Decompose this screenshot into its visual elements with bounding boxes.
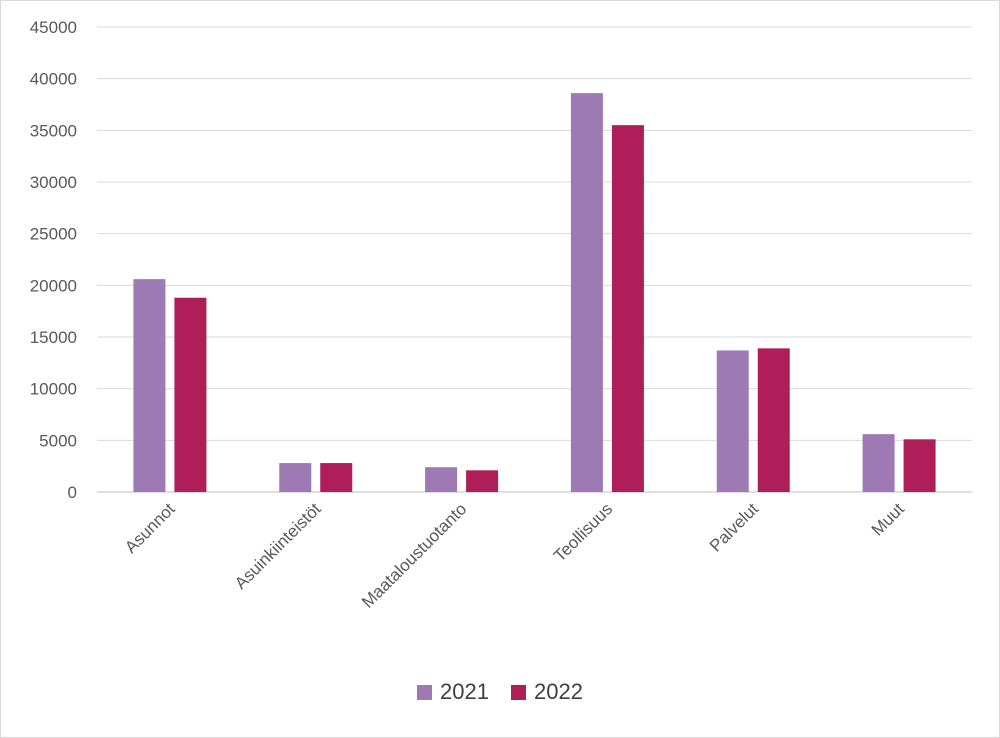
- bar-2022: [320, 463, 353, 492]
- bar-2022: [466, 470, 499, 492]
- bar-2021: [279, 463, 312, 492]
- y-tick-label: 20000: [30, 276, 77, 295]
- bar-2022: [174, 297, 207, 492]
- legend: 2021 2022: [0, 676, 1000, 708]
- bar-2022: [611, 125, 644, 493]
- bar-2021: [716, 350, 749, 492]
- bar-2021: [570, 93, 603, 492]
- bar-2021: [133, 279, 166, 492]
- y-tick-label: 0: [68, 483, 77, 502]
- legend-item-2022: 2022: [511, 679, 583, 705]
- x-axis-labels: Asunnot Asuinkiinteistöt Maataloustuotanto…: [121, 499, 908, 612]
- legend-swatch-2022: [511, 684, 526, 700]
- y-tick-label: 45000: [30, 18, 77, 37]
- x-tick-label: Asunnot: [121, 499, 179, 557]
- legend-item-2021: 2021: [417, 679, 489, 705]
- y-tick-label: 30000: [30, 173, 77, 192]
- bar-2021: [425, 467, 458, 492]
- y-tick-label: 35000: [30, 121, 77, 140]
- bar-2022: [757, 348, 790, 492]
- legend-swatch-2021: [417, 684, 433, 700]
- x-tick-label: Maataloustuotanto: [358, 499, 470, 611]
- y-tick-label: 5000: [39, 431, 77, 450]
- gridlines: [97, 26, 972, 493]
- y-tick-label: 10000: [30, 380, 77, 399]
- legend-label-2022: 2022: [534, 679, 583, 704]
- x-tick-label: Teollisuus: [550, 499, 616, 565]
- y-axis-ticks: 0 5000 10000 15000 20000 25000 30000 35000 40000…: [30, 18, 77, 502]
- y-tick-label: 40000: [30, 70, 77, 89]
- x-tick-label: Palvelut: [706, 499, 762, 555]
- x-tick-label: Muut: [868, 499, 908, 539]
- x-tick-label: Asuinkiinteistöt: [231, 499, 325, 593]
- y-tick-label: 15000: [30, 328, 77, 347]
- legend-label-2021: 2021: [440, 679, 489, 704]
- bar-2022: [903, 439, 936, 492]
- bars: [133, 93, 936, 493]
- bar-2021: [862, 434, 895, 492]
- y-tick-label: 25000: [30, 225, 77, 244]
